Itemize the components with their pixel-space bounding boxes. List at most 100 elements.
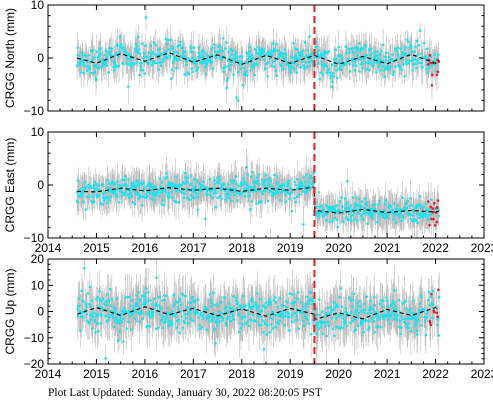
data-point bbox=[326, 307, 330, 310]
data-point bbox=[113, 325, 116, 329]
data-point bbox=[233, 193, 236, 197]
data-point bbox=[244, 70, 248, 74]
data-point bbox=[408, 59, 412, 62]
data-point bbox=[370, 307, 373, 310]
data-point bbox=[319, 71, 323, 74]
data-point bbox=[393, 202, 396, 205]
data-point bbox=[269, 179, 273, 183]
data-point bbox=[415, 329, 419, 332]
data-point bbox=[125, 184, 128, 188]
data-point bbox=[101, 306, 104, 310]
data-point bbox=[418, 216, 421, 220]
data-point bbox=[90, 299, 93, 303]
data-point bbox=[395, 49, 399, 53]
data-point bbox=[94, 331, 97, 334]
data-point bbox=[404, 45, 407, 49]
data-point bbox=[266, 312, 270, 316]
data-point bbox=[183, 73, 186, 76]
data-point bbox=[142, 181, 145, 184]
data-point bbox=[180, 183, 183, 186]
data-point bbox=[189, 174, 193, 177]
data-point bbox=[196, 66, 200, 69]
data-point bbox=[387, 64, 390, 68]
data-point bbox=[385, 299, 389, 303]
east-y-axis-label: CRGG East (mm) bbox=[3, 138, 17, 233]
data-point bbox=[274, 58, 277, 62]
data-point bbox=[155, 61, 159, 65]
data-point bbox=[117, 200, 121, 204]
data-point bbox=[316, 51, 320, 55]
data-point bbox=[133, 310, 137, 314]
data-point bbox=[340, 305, 344, 309]
data-point bbox=[423, 308, 426, 312]
recent-data-point bbox=[433, 224, 437, 227]
data-point bbox=[126, 57, 130, 61]
data-point bbox=[135, 294, 138, 297]
data-point bbox=[272, 42, 275, 45]
data-point bbox=[137, 290, 141, 294]
data-point bbox=[225, 306, 228, 309]
data-point bbox=[250, 200, 254, 203]
data-point bbox=[368, 48, 372, 52]
data-point bbox=[368, 61, 372, 65]
data-point bbox=[150, 182, 153, 186]
recent-data-point bbox=[436, 315, 439, 319]
data-point bbox=[286, 191, 290, 195]
data-point bbox=[254, 301, 257, 304]
up-model-line bbox=[76, 306, 440, 321]
data-point bbox=[146, 291, 150, 294]
data-point bbox=[392, 217, 396, 221]
data-point bbox=[138, 73, 141, 77]
data-point bbox=[321, 73, 325, 76]
data-point bbox=[106, 319, 109, 322]
data-point bbox=[196, 195, 200, 199]
data-point bbox=[129, 328, 133, 331]
data-point bbox=[309, 174, 313, 178]
data-point bbox=[235, 182, 238, 185]
data-point bbox=[208, 178, 212, 181]
data-point bbox=[325, 64, 328, 68]
data-point bbox=[194, 185, 197, 188]
data-point bbox=[317, 215, 320, 219]
data-point bbox=[101, 184, 105, 187]
east-recent-points bbox=[427, 199, 440, 227]
data-point bbox=[305, 65, 309, 69]
data-point bbox=[250, 297, 254, 300]
data-point bbox=[158, 61, 162, 64]
data-point bbox=[245, 51, 248, 55]
data-point bbox=[138, 320, 141, 323]
data-point bbox=[363, 302, 366, 306]
data-point bbox=[89, 305, 93, 308]
data-point bbox=[215, 318, 218, 322]
data-point bbox=[157, 56, 161, 60]
recent-data-point bbox=[429, 61, 433, 65]
data-point bbox=[225, 86, 228, 90]
data-point bbox=[324, 219, 328, 222]
x-tick-label: 2018 bbox=[228, 367, 255, 381]
data-point bbox=[387, 206, 391, 209]
data-point bbox=[288, 329, 291, 332]
data-point bbox=[271, 60, 274, 64]
data-point bbox=[194, 58, 198, 61]
data-point bbox=[154, 53, 157, 56]
data-point bbox=[215, 191, 218, 194]
data-point bbox=[231, 314, 235, 318]
data-point bbox=[96, 195, 99, 199]
data-point bbox=[149, 299, 152, 302]
data-point bbox=[338, 200, 342, 203]
data-point bbox=[204, 186, 208, 190]
data-point bbox=[256, 292, 259, 295]
data-point bbox=[345, 324, 349, 328]
data-point bbox=[295, 318, 299, 322]
data-point bbox=[303, 324, 306, 327]
data-point bbox=[299, 66, 303, 69]
data-point bbox=[386, 315, 390, 318]
data-point bbox=[354, 317, 357, 321]
data-point bbox=[296, 48, 299, 51]
data-point bbox=[336, 225, 340, 229]
data-point bbox=[378, 302, 382, 306]
data-point bbox=[406, 40, 410, 43]
data-point bbox=[143, 295, 147, 298]
data-point bbox=[145, 287, 148, 290]
data-point bbox=[436, 317, 440, 321]
